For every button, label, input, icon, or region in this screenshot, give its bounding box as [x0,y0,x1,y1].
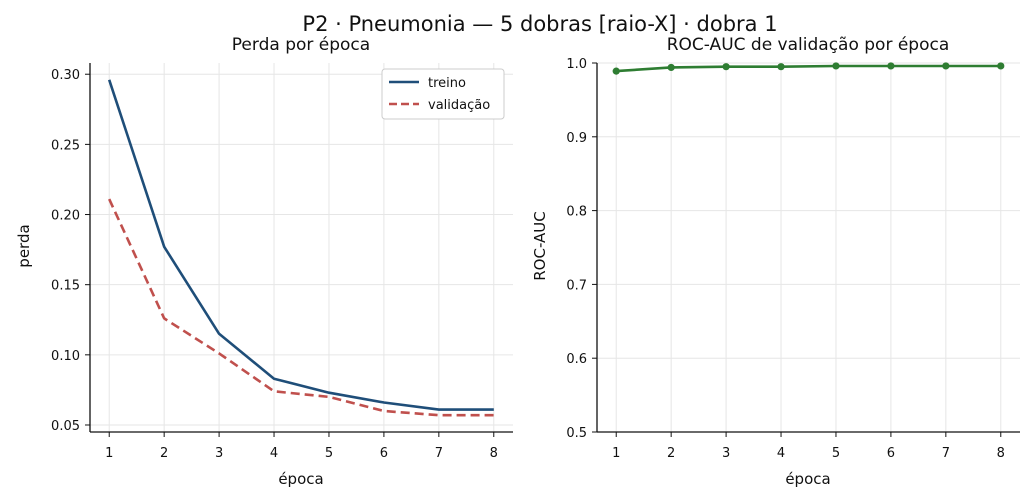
loss-chart-title: Perda por época [232,35,370,55]
loss-chart-ytick-label: 0.15 [51,279,80,294]
auc-chart-ticks: 1 2 3 4 5 6 7 8 0.5 0.6 0.7 0.8 0.9 1.0 [566,57,1005,461]
figure-suptitle: P2 · Pneumonia — 5 dobras [raio-X] · dob… [302,12,777,36]
legend-label-2: validação [428,98,490,113]
loss-chart-ytick-label: 0.10 [51,349,80,364]
loss-chart-series [107,79,494,417]
auc-chart-ytick-label: 0.6 [566,352,587,367]
auc-chart-xtick-label: 3 [722,446,730,461]
auc-chart-series-1-point [722,63,730,71]
auc-chart-ytick-label: 0.7 [566,278,587,293]
auc-chart-ytick-label: 0.5 [566,426,587,441]
loss-chart-xtick-label: 4 [270,446,278,461]
auc-chart-xtick-label: 7 [942,446,950,461]
auc-chart-series-1-line [616,64,1001,73]
auc-chart: ROC-AUC de validação por época época ROC… [531,35,1020,488]
loss-chart-series-1-line [107,79,494,411]
auc-chart-series-1-point [942,62,950,70]
auc-chart-ytick-label: 1.0 [566,57,587,72]
loss-chart-xtick-label: 5 [325,446,333,461]
auc-chart-xtick-label: 6 [887,446,895,461]
loss-chart: Perda por época época perda 1 2 3 4 5 6 7 8 0.05… [15,35,513,488]
auc-chart-series-1-point [997,62,1005,70]
auc-chart-ytick-label: 0.8 [566,205,587,220]
auc-chart-series [612,62,1005,75]
auc-chart-xtick-label: 5 [832,446,840,461]
auc-chart-title: ROC-AUC de validação por época [667,35,950,55]
loss-chart-xtick-label: 1 [105,446,113,461]
auc-chart-ytick-label: 0.9 [566,131,587,146]
loss-chart-ticks: 1 2 3 4 5 6 7 8 0.05 0.10 0.15 0.20 0.25 0.30 [51,68,498,461]
loss-chart-xlabel: época [278,470,323,488]
auc-chart-series-1-point [887,62,895,70]
auc-chart-ylabel: ROC-AUC [531,211,549,281]
legend-label-1: treino [428,76,466,91]
auc-chart-xtick-label: 4 [777,446,785,461]
auc-chart-xlabel: época [785,470,830,488]
loss-chart-ytick-label: 0.30 [51,68,80,83]
loss-chart-series-2-line [108,198,494,417]
loss-chart-ytick-label: 0.05 [51,419,80,434]
loss-chart-ytick-label: 0.25 [51,138,80,153]
loss-chart-ylabel: perda [15,224,33,267]
auc-chart-xtick-label: 2 [667,446,675,461]
loss-chart-xtick-label: 8 [490,446,498,461]
loss-chart-xtick-label: 2 [160,446,168,461]
auc-chart-xtick-label: 8 [997,446,1005,461]
loss-chart-legend: treino validação [381,68,505,120]
auc-chart-grid [597,62,1020,433]
loss-chart-axes [89,63,513,433]
auc-chart-xtick-label: 1 [612,446,620,461]
loss-chart-ytick-label: 0.20 [51,209,80,224]
auc-chart-series-1-point [777,63,785,71]
auc-chart-series-1-point [832,62,840,70]
auc-chart-series-1-point [612,67,620,75]
loss-chart-xtick-label: 7 [435,446,443,461]
loss-chart-xtick-label: 3 [215,446,223,461]
loss-chart-xtick-label: 6 [380,446,388,461]
auc-chart-axes [596,63,1020,433]
auc-chart-series-1-point [667,63,675,72]
